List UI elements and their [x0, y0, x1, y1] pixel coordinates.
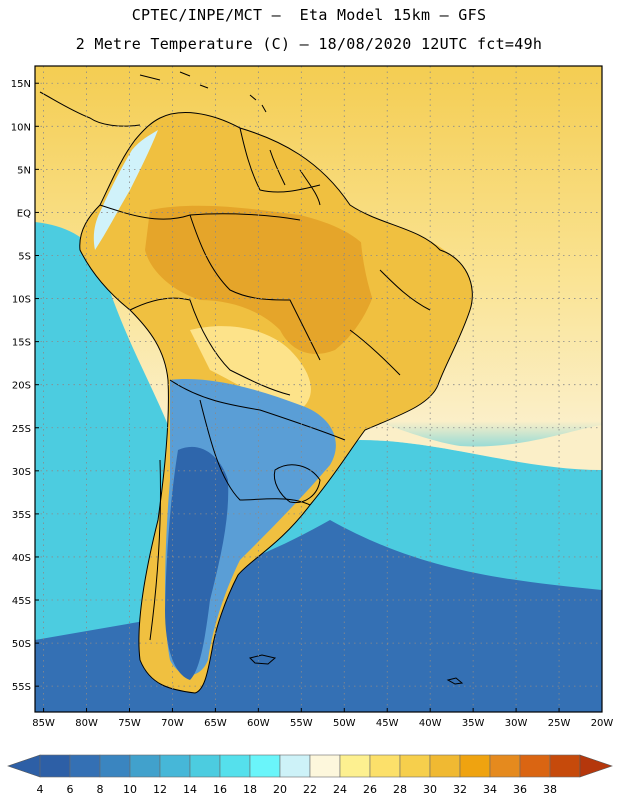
lon-label: 30W [505, 718, 528, 729]
central-mild-zone [190, 326, 311, 410]
legend-swatch [309, 754, 341, 778]
central-america [39, 91, 141, 127]
lat-label: 5S [18, 251, 31, 262]
pacific-cool-band [35, 222, 171, 640]
legend-label: 14 [183, 783, 197, 796]
legend-swatch [339, 754, 371, 778]
lon-label: 20W [591, 718, 614, 729]
legend-label: 22 [303, 783, 317, 796]
latitude-axis: 15N 10N 5N EQ 5S 10S 15S 20S 25S 30S 35S 40S 45S 50S 5… [11, 79, 39, 693]
legend-swatch [129, 754, 161, 778]
legend-swatch [279, 754, 311, 778]
map-frame [34, 65, 603, 713]
legend-swatch [69, 754, 101, 778]
lon-label: 50W [333, 718, 356, 729]
legend-label: 10 [123, 783, 137, 796]
lat-label: 20S [12, 381, 31, 392]
lon-label: 40W [419, 718, 442, 729]
legend-swatch [159, 754, 191, 778]
country-borders [79, 112, 473, 694]
legend-swatch [549, 754, 581, 778]
map-title-line-1: CPTEC/INPE/MCT – Eta Model 15km – GFS [131, 6, 487, 24]
lat-label: 40S [12, 553, 31, 564]
legend-low-arrow [7, 754, 41, 778]
legend-label: 32 [453, 783, 467, 796]
lon-label: 85W [32, 718, 55, 729]
lat-label: 5N [17, 165, 31, 176]
lat-label: EQ [17, 208, 31, 219]
map-title-line-2: 2 Metre Temperature (C) – 18/08/2020 12U… [75, 35, 543, 53]
legend-label: 26 [363, 783, 377, 796]
legend-swatch [99, 754, 131, 778]
andes-cold-strip [93, 130, 158, 250]
patagonia-cold-zone [165, 446, 229, 680]
lon-label: 45W [376, 718, 399, 729]
lat-label: 25S [12, 424, 31, 435]
lat-label: 45S [12, 596, 31, 607]
legend-swatch [189, 754, 221, 778]
lat-label: 55S [12, 682, 31, 693]
amazon-hot-zone [145, 205, 380, 354]
lat-label: 10S [12, 295, 31, 306]
legend-label: 8 [97, 783, 104, 796]
legend-swatch [489, 754, 521, 778]
lat-label: 30S [12, 467, 31, 478]
lon-label: 70W [161, 718, 184, 729]
color-legend: 4 6 8 10 12 14 16 18 20 22 24 26 28 30 32 34 36 38 [7, 754, 613, 796]
lon-label: 80W [75, 718, 98, 729]
legend-label: 28 [393, 783, 407, 796]
lat-lon-grid [35, 66, 602, 712]
legend-label: 34 [483, 783, 497, 796]
legend-label: 12 [153, 783, 167, 796]
lon-label: 60W [247, 718, 270, 729]
lat-label: 15S [12, 338, 31, 349]
legend-label: 4 [37, 783, 44, 796]
south-georgia-island [446, 677, 464, 685]
legend-swatch [459, 754, 491, 778]
falkland-islands [249, 654, 277, 665]
legend-label: 24 [333, 783, 347, 796]
caribbean-islands [139, 71, 267, 113]
lat-label: 15N [11, 79, 31, 90]
northeast-warm-zone [360, 220, 464, 357]
lon-label: 75W [118, 718, 141, 729]
lat-label: 35S [12, 510, 31, 521]
lat-label: 50S [12, 639, 31, 650]
legend-label: 18 [243, 783, 257, 796]
legend-swatch [399, 754, 431, 778]
lon-label: 65W [204, 718, 227, 729]
longitude-axis: 85W 80W 75W 70W 65W 60W 55W 50W 45W 40W 35W 30W 25W 2… [32, 708, 613, 729]
legend-label: 16 [213, 783, 227, 796]
lon-label: 55W [290, 718, 313, 729]
legend-label: 38 [543, 783, 557, 796]
legend-swatch [519, 754, 551, 778]
legend-high-arrow [579, 754, 613, 778]
legend-swatch [429, 754, 461, 778]
legend-swatch [249, 754, 281, 778]
legend-swatch [219, 754, 251, 778]
legend-label: 30 [423, 783, 437, 796]
legend-swatch [369, 754, 401, 778]
subtropical-warm-band [310, 400, 602, 470]
lon-label: 35W [462, 718, 485, 729]
lon-label: 25W [548, 718, 571, 729]
lat-label: 10N [11, 122, 31, 133]
legend-label: 6 [67, 783, 74, 796]
legend-swatch [39, 754, 71, 778]
legend-label: 36 [513, 783, 527, 796]
legend-label: 20 [273, 783, 287, 796]
